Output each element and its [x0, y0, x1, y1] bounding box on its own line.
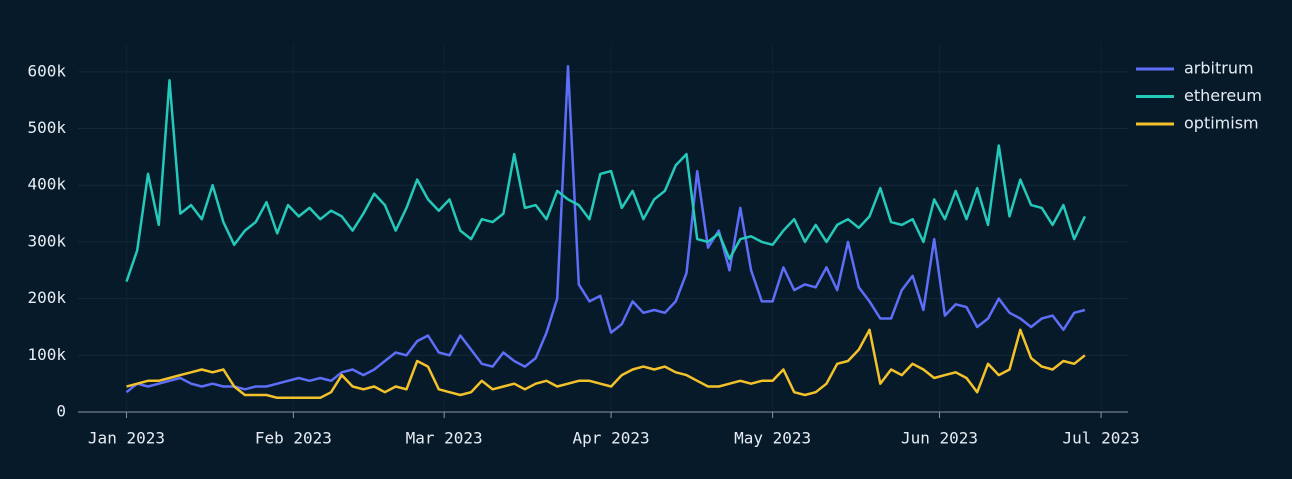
- x-tick-label: Jan 2023: [88, 429, 165, 448]
- y-tick-label: 100k: [27, 345, 66, 364]
- y-tick-label: 600k: [27, 61, 66, 80]
- legend-label: arbitrum: [1184, 59, 1254, 78]
- legend-label: optimism: [1184, 114, 1259, 133]
- x-tick-label: May 2023: [734, 429, 811, 448]
- x-tick-label: Apr 2023: [573, 429, 650, 448]
- y-tick-label: 300k: [27, 231, 66, 250]
- series-line: [126, 328, 1086, 400]
- y-tick-label: 400k: [27, 175, 66, 194]
- x-tick-label: Jul 2023: [1063, 429, 1140, 448]
- y-tick-label: 0: [56, 402, 66, 421]
- x-tick-label: Feb 2023: [255, 429, 332, 448]
- series-line: [125, 64, 1086, 394]
- y-tick-label: 200k: [27, 288, 66, 307]
- x-tick-label: Jun 2023: [901, 429, 978, 448]
- x-tick-label: Mar 2023: [406, 429, 483, 448]
- y-tick-label: 500k: [27, 118, 66, 137]
- series-line: [125, 79, 1087, 283]
- legend-label: ethereum: [1184, 86, 1262, 105]
